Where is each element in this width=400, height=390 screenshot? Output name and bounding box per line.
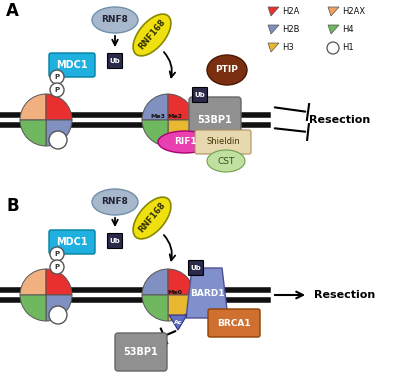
Text: 53BP1: 53BP1 [198,115,232,125]
Wedge shape [46,120,72,146]
Text: Resection: Resection [314,290,376,300]
Text: MDC1: MDC1 [56,60,88,70]
FancyBboxPatch shape [189,97,241,143]
Text: BARD1: BARD1 [190,289,224,298]
Wedge shape [20,120,46,146]
Ellipse shape [133,14,171,56]
FancyBboxPatch shape [49,230,95,254]
Wedge shape [168,269,194,295]
Text: 53BP1: 53BP1 [124,347,158,357]
Ellipse shape [133,197,171,239]
Text: A: A [6,2,19,20]
FancyBboxPatch shape [49,53,95,77]
Text: BRCA1: BRCA1 [217,319,251,328]
Circle shape [50,247,64,261]
Ellipse shape [207,150,245,172]
Wedge shape [168,295,194,321]
Text: RNF8: RNF8 [102,16,128,25]
Wedge shape [20,269,46,295]
Wedge shape [142,295,168,321]
Text: H2B: H2B [282,25,300,34]
Polygon shape [328,7,339,16]
Circle shape [50,260,64,274]
Polygon shape [268,25,279,34]
Wedge shape [168,120,194,146]
Text: Me0: Me0 [168,291,182,296]
Ellipse shape [92,7,138,33]
Text: MDC1: MDC1 [56,237,88,247]
Wedge shape [20,94,46,120]
Text: RIF1: RIF1 [174,138,196,147]
Text: H3: H3 [282,43,294,51]
Text: Ub: Ub [110,58,120,64]
Text: PTIP: PTIP [216,66,238,74]
Polygon shape [328,25,339,34]
Text: Ub: Ub [110,238,120,244]
Text: H2AX: H2AX [342,7,365,16]
Polygon shape [268,7,279,16]
Text: P: P [54,251,60,257]
Text: Resection: Resection [309,115,371,125]
Text: Ub: Ub [195,92,205,98]
Text: Me3: Me3 [150,115,166,119]
Circle shape [50,70,64,84]
Wedge shape [142,269,168,295]
FancyBboxPatch shape [115,333,167,371]
Text: P: P [54,74,60,80]
Circle shape [50,83,64,97]
FancyBboxPatch shape [195,130,251,154]
Text: H1: H1 [342,43,354,51]
Ellipse shape [92,189,138,215]
Text: RNF168: RNF168 [137,17,167,51]
Text: B: B [6,197,19,215]
Wedge shape [142,94,168,120]
FancyBboxPatch shape [108,53,122,69]
Text: RNF168: RNF168 [137,200,167,234]
FancyBboxPatch shape [108,234,122,248]
Text: Ac: Ac [174,321,182,326]
Text: CST: CST [217,156,235,165]
FancyBboxPatch shape [188,261,204,275]
Text: P: P [54,264,60,270]
Ellipse shape [207,55,247,85]
Circle shape [327,42,339,54]
Polygon shape [186,268,228,318]
Wedge shape [20,295,46,321]
Wedge shape [168,94,194,120]
Text: P: P [54,87,60,93]
Wedge shape [46,94,72,120]
Wedge shape [142,120,168,146]
Polygon shape [169,315,187,330]
Text: RNF8: RNF8 [102,197,128,206]
Polygon shape [268,43,279,52]
Circle shape [49,306,67,324]
Circle shape [49,131,67,149]
FancyBboxPatch shape [208,309,260,337]
Text: Shieldin: Shieldin [206,138,240,147]
Text: Me2: Me2 [168,115,182,119]
Text: H2A: H2A [282,7,299,16]
Wedge shape [46,269,72,295]
Text: Ub: Ub [191,265,201,271]
Wedge shape [46,295,72,321]
Ellipse shape [158,131,212,153]
Text: H4: H4 [342,25,354,34]
FancyBboxPatch shape [192,87,208,103]
